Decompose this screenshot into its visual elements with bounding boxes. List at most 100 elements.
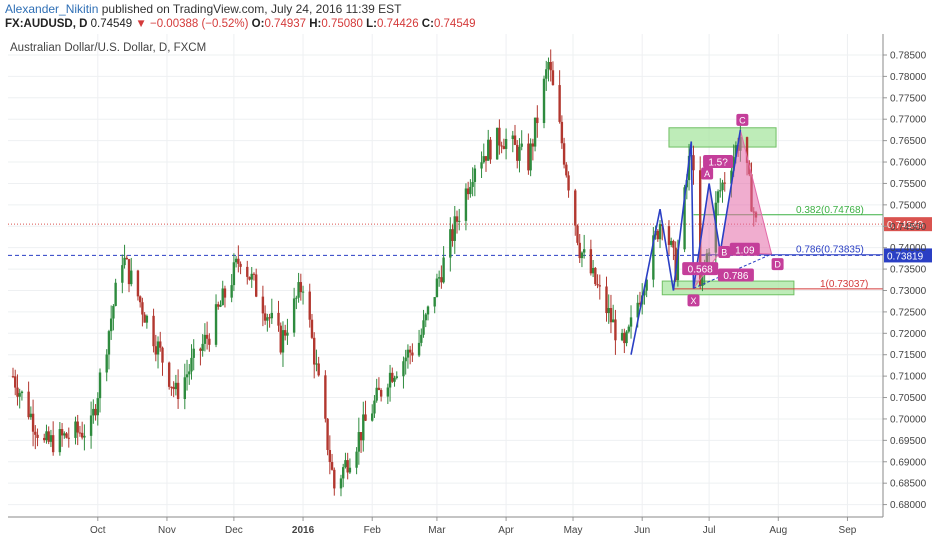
candle-body (607, 307, 610, 314)
candle-body (326, 418, 329, 450)
candle-body (636, 302, 639, 318)
ratio-label: 1.5? (708, 158, 728, 169)
candle-body (27, 391, 30, 418)
candle-body (138, 296, 142, 303)
ratio-badge (703, 155, 734, 169)
candle-body (676, 249, 680, 281)
candle-body (16, 387, 19, 397)
candle-body (386, 387, 390, 397)
y-tick-label: 0.69500 (890, 436, 927, 447)
candle-body (596, 284, 599, 286)
candle-body (420, 334, 423, 343)
x-tick-label: Feb (364, 525, 382, 536)
candle-body (516, 144, 519, 161)
point-label-X: X (690, 296, 696, 306)
candle-body (223, 288, 227, 298)
author-link[interactable]: Alexander_Nikitin (5, 2, 99, 16)
y-tick-label: 0.68500 (890, 479, 927, 490)
ratio-label: 1.09 (735, 245, 755, 256)
candle-body (391, 372, 394, 382)
candle-body (80, 432, 84, 438)
candle-body (125, 257, 128, 260)
candle-body (623, 332, 626, 344)
y-tick-label: 0.78500 (890, 50, 927, 61)
symbol-name[interactable]: FX:AUDUSD, D (5, 18, 88, 30)
price-chart[interactable]: 0.74549 0.73819 0.382(0.74768) 0.786(0.7383… (0, 34, 932, 550)
price-tag-text: 0.73819 (887, 251, 924, 262)
candle-body (112, 305, 115, 319)
candle-body (94, 408, 97, 416)
candle-body (371, 413, 374, 421)
candle-body (701, 272, 704, 286)
candle-body (656, 230, 660, 240)
candle-body (364, 414, 367, 421)
candle-body (29, 413, 33, 418)
y-tick-label: 0.75000 (890, 200, 927, 211)
y-tick-label: 0.77000 (890, 115, 927, 126)
y-tick-label: 0.73500 (890, 265, 927, 276)
chart-header: Alexander_Nikitin published on TradingVi… (0, 0, 932, 34)
candle-body (687, 155, 691, 181)
candle-body (721, 182, 724, 191)
ratio-badge (682, 262, 719, 276)
y-tick-label: 0.75500 (890, 179, 927, 190)
harmonic-zones (661, 127, 795, 296)
candle-body (458, 220, 461, 222)
candle-body (455, 216, 459, 222)
candle-body (14, 376, 17, 388)
candle-body (330, 462, 334, 470)
candle-body (716, 191, 720, 203)
candle-body (130, 270, 133, 285)
candle-body (723, 182, 726, 184)
candle-body (705, 253, 709, 265)
candle-body (217, 304, 220, 307)
x-tick-label: Aug (769, 525, 787, 536)
candle-body (221, 288, 224, 306)
candle-body (480, 162, 483, 169)
candle-body (127, 259, 131, 285)
candle-body (268, 317, 271, 319)
open-label: O: (251, 18, 265, 30)
candle-body (342, 467, 345, 479)
candle-body (58, 429, 62, 453)
ratio-badge (729, 242, 760, 256)
candle-body (745, 137, 749, 163)
candle-body (495, 127, 499, 160)
close-label: C: (421, 18, 434, 30)
candle-body (230, 285, 233, 298)
open-value: 0.74937 (264, 18, 307, 30)
candle-body (511, 135, 514, 139)
y-tick-label: 0.72000 (890, 329, 927, 340)
candle-body (239, 263, 242, 267)
candle-body (482, 156, 485, 163)
candle-body (263, 313, 267, 321)
x-tick-label: May (564, 525, 583, 536)
candle-body (270, 312, 274, 319)
candle-body (161, 347, 164, 363)
candle-body (658, 224, 662, 240)
harmonic-pattern[interactable]: X A B C D 1.5? 0.568 0.786 1.09 (630, 113, 784, 355)
candle-body (589, 249, 593, 274)
y-tick-label: 0.74500 (890, 222, 927, 233)
candle-body (176, 382, 180, 400)
symbol-line: FX:AUDUSD, D 0.74549 ▼ −0.00388 (−0.52%)… (5, 18, 476, 30)
low-value: 0.74426 (377, 18, 419, 30)
candle-body (683, 187, 686, 250)
candle-body (308, 291, 311, 320)
candle-body (395, 376, 398, 378)
candle-body (315, 363, 318, 365)
candle-body (406, 349, 410, 358)
candle-body (426, 306, 430, 315)
candle-body (292, 298, 296, 333)
candle-body (310, 319, 314, 338)
candle-body (574, 190, 577, 226)
candle-body (199, 348, 202, 351)
candle-body (437, 277, 441, 279)
candle-body (562, 143, 566, 165)
candle-body (63, 433, 66, 436)
candle-body (266, 317, 269, 321)
chart-title: Australian Dollar/U.S. Dollar, D, FXCM (10, 42, 206, 54)
point-label-C: C (739, 115, 746, 125)
candle-body (297, 282, 300, 298)
y-tick-label: 0.78000 (890, 72, 927, 83)
